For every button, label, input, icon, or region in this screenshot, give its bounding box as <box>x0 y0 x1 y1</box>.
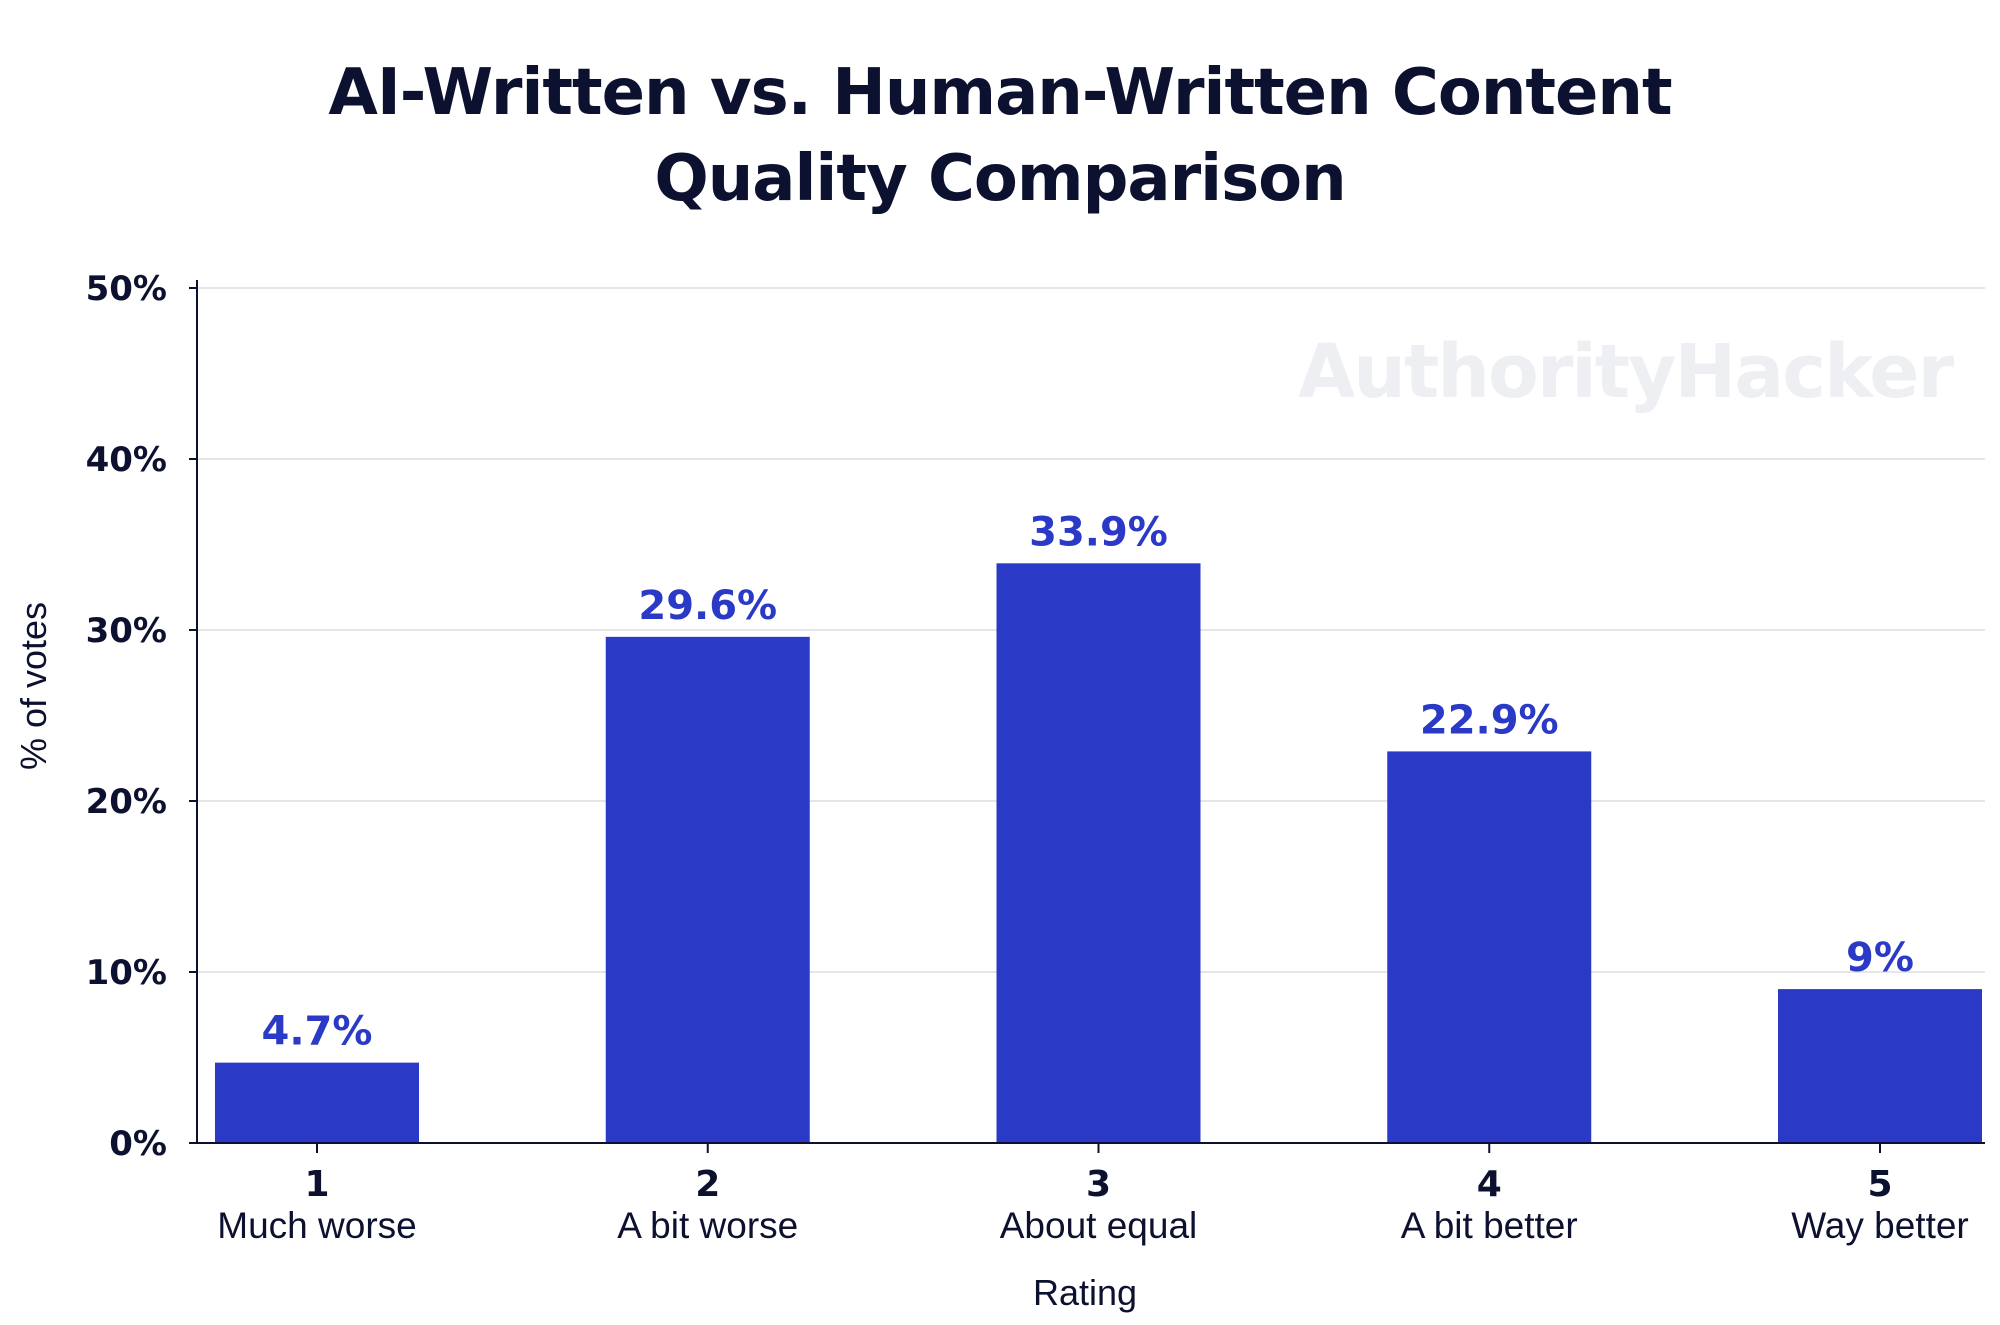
bar-4 <box>1387 751 1592 1143</box>
x-tick-number-2: 2 <box>695 1164 720 1205</box>
bars <box>215 563 1982 1143</box>
x-tick-label-1: Much worse <box>217 1205 416 1246</box>
x-tick-number-5: 5 <box>1867 1164 1892 1205</box>
y-tick-label: 50% <box>86 269 167 309</box>
chart-title: AI-Written vs. Human-Written Content Qua… <box>0 50 2000 222</box>
data-label-2: 29.6% <box>638 583 777 629</box>
data-label-1: 4.7% <box>262 1009 373 1055</box>
x-tick-label-5: Way better <box>1791 1205 1969 1246</box>
y-tick-label: 20% <box>86 782 167 822</box>
chart-title-line-2: Quality Comparison <box>654 142 1346 216</box>
bar-1 <box>215 1062 419 1143</box>
watermark-text: AuthorityHacker <box>1298 329 1954 415</box>
x-tick-label-2: A bit worse <box>617 1205 798 1246</box>
y-tick-label: 10% <box>86 953 167 993</box>
x-tick-number-3: 3 <box>1086 1164 1111 1205</box>
data-label-4: 22.9% <box>1420 697 1559 743</box>
x-tick-number-1: 1 <box>304 1164 329 1205</box>
data-labels: 4.7% 29.6% 33.9% 22.9% 9% <box>262 509 1914 1054</box>
x-axis-title: Rating <box>1033 1272 1137 1313</box>
data-label-3: 33.9% <box>1029 509 1168 555</box>
bar-3 <box>996 563 1201 1143</box>
y-tick-label: 0% <box>109 1124 167 1164</box>
chart-title-line-1: AI-Written vs. Human-Written Content <box>328 56 1672 130</box>
y-axis-ticks: 0% 10% 20% 30% 40% 50% <box>86 269 197 1164</box>
y-axis-title: % of votes <box>13 602 54 770</box>
y-tick-label: 30% <box>86 611 167 651</box>
data-label-5: 9% <box>1846 935 1914 981</box>
x-tick-label-4: A bit better <box>1401 1205 1578 1246</box>
y-tick-label: 40% <box>86 440 167 480</box>
bar-5 <box>1778 989 1982 1143</box>
x-tick-label-3: About equal <box>1000 1205 1198 1246</box>
bar-2 <box>605 636 810 1143</box>
x-tick-number-4: 4 <box>1477 1164 1502 1205</box>
